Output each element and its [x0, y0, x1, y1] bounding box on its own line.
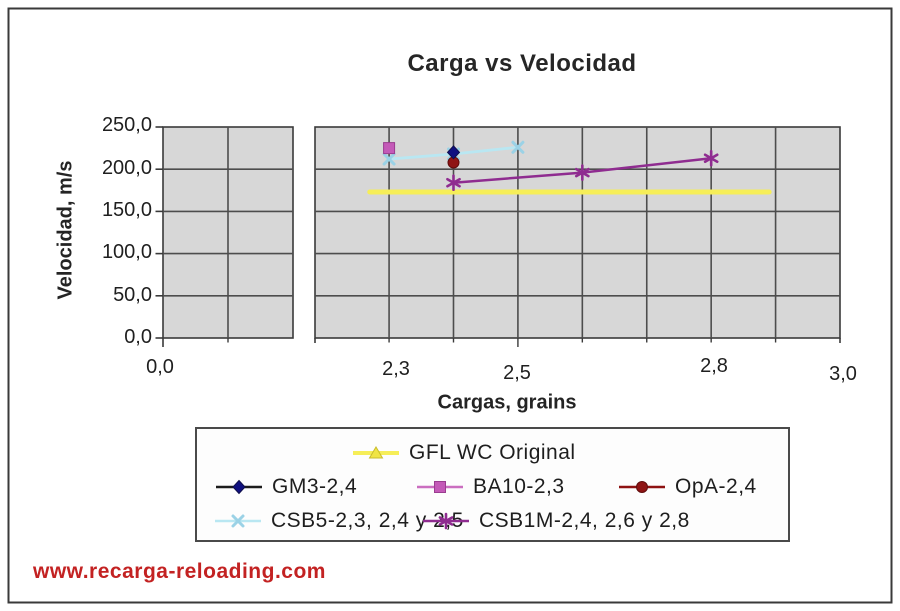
y-tick-0: 0,0: [124, 326, 152, 348]
x-tick-2-3: 2,3: [382, 358, 410, 380]
chart-title: Carga vs Velocidad: [407, 50, 637, 77]
legend-item-csb1m: CSB1M-2,4, 2,6 y 2,8: [420, 509, 690, 533]
y-tick-150: 150,0: [101, 199, 152, 221]
x-axis-title: Cargas, grains: [437, 391, 577, 414]
circle-marker-icon: [619, 481, 665, 493]
x-tick-2-8: 2,8: [700, 355, 728, 377]
x-tick-0-0: 0,0: [146, 356, 174, 378]
y-axis-title: Velocidad, m/s: [54, 160, 77, 300]
x-tick-2-5: 2,5: [503, 362, 531, 384]
legend-label: GFL WC Original: [409, 441, 576, 464]
triangle-marker-icon: [353, 446, 399, 459]
y-tick-50: 50,0: [113, 284, 152, 306]
legend-label: CSB1M-2,4, 2,6 y 2,8: [479, 509, 690, 532]
legend-item-ba10: BA10-2,3: [414, 475, 565, 499]
y-tick-200: 200,0: [101, 157, 152, 179]
square-marker-icon: [417, 481, 463, 493]
watermark-url: www.recarga-reloading.com: [33, 560, 326, 583]
legend-label: GM3-2,4: [272, 475, 358, 498]
legend-label: BA10-2,3: [473, 475, 565, 498]
y-tick-100: 100,0: [101, 241, 152, 263]
asterisk-marker-icon: [423, 512, 469, 530]
legend-item-csb5: CSB5-2,3, 2,4 y 2,5: [212, 509, 464, 533]
x-marker-icon: [215, 514, 261, 528]
legend-label: OpA-2,4: [675, 475, 757, 498]
diamond-marker-icon: [216, 479, 262, 495]
legend-item-gfl-wc-original: GFL WC Original: [350, 441, 576, 465]
y-tick-250: 250,0: [101, 114, 152, 136]
x-tick-3-0: 3,0: [829, 363, 857, 385]
legend-label: CSB5-2,3, 2,4 y 2,5: [271, 509, 464, 532]
legend-item-gm3: GM3-2,4: [213, 475, 357, 499]
legend-box: [195, 427, 790, 542]
legend-item-opa: OpA-2,4: [616, 475, 757, 499]
